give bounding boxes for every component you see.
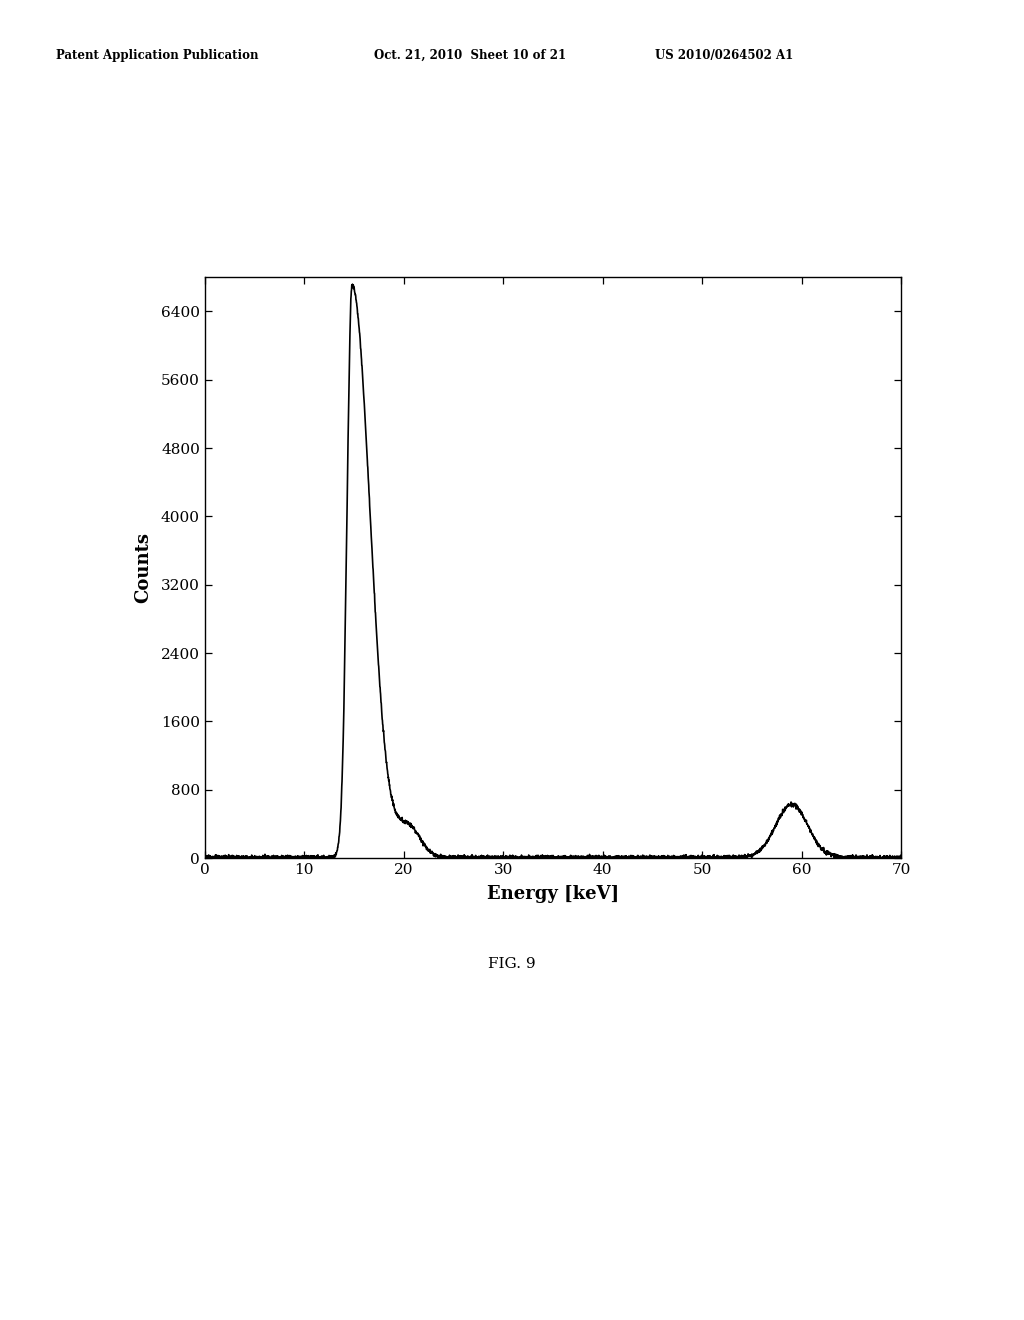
Text: FIG. 9: FIG. 9 [488,957,536,972]
Text: US 2010/0264502 A1: US 2010/0264502 A1 [655,49,794,62]
Text: Oct. 21, 2010  Sheet 10 of 21: Oct. 21, 2010 Sheet 10 of 21 [374,49,566,62]
X-axis label: Energy [keV]: Energy [keV] [486,886,620,903]
Y-axis label: Counts: Counts [134,532,153,603]
Text: Patent Application Publication: Patent Application Publication [56,49,259,62]
